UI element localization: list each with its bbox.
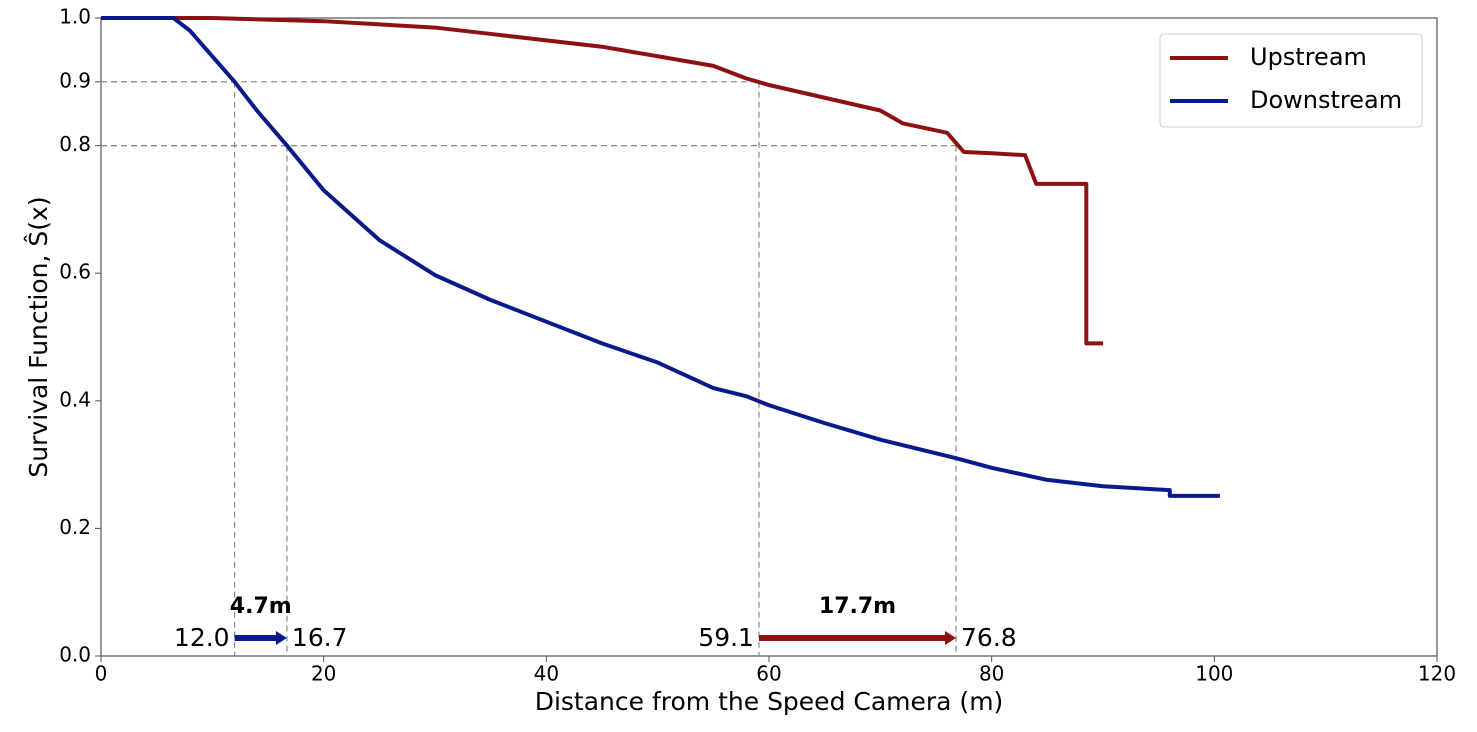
y-tick-label: 0.6 [59,260,91,284]
series-line [101,16,1103,346]
arrow-head [945,631,957,645]
interval-diff-label: 4.7m [230,594,292,619]
y-tick-label: 0.2 [59,515,91,539]
interval-end-label: 16.7 [292,623,348,652]
x-tick-label: 120 [1418,662,1456,686]
series-line [101,16,1220,498]
y-tick-label: 0.9 [59,68,91,92]
y-tick-label: 0.4 [59,387,91,411]
x-tick-label: 0 [95,662,108,686]
y-tick-label: 0.8 [59,132,91,156]
x-axis-label: Distance from the Speed Camera (m) [535,687,1004,716]
interval-start-label: 12.0 [174,623,230,652]
y-axis-label: Survival Function, Ŝ(x) [23,196,53,477]
arrow-head [275,631,287,645]
interval-end-label: 76.8 [961,623,1017,652]
legend-label: Downstream [1250,86,1402,114]
x-tick-label: 80 [979,662,1004,686]
y-tick-label: 1.0 [59,5,91,29]
x-tick-label: 60 [756,662,781,686]
x-tick-label: 100 [1195,662,1233,686]
interval-diff-label: 17.7m [819,594,896,619]
x-tick-label: 20 [311,662,336,686]
interval-start-label: 59.1 [698,623,754,652]
y-tick-label: 0.0 [59,643,91,667]
legend-label: Upstream [1250,43,1367,71]
x-tick-label: 40 [534,662,559,686]
